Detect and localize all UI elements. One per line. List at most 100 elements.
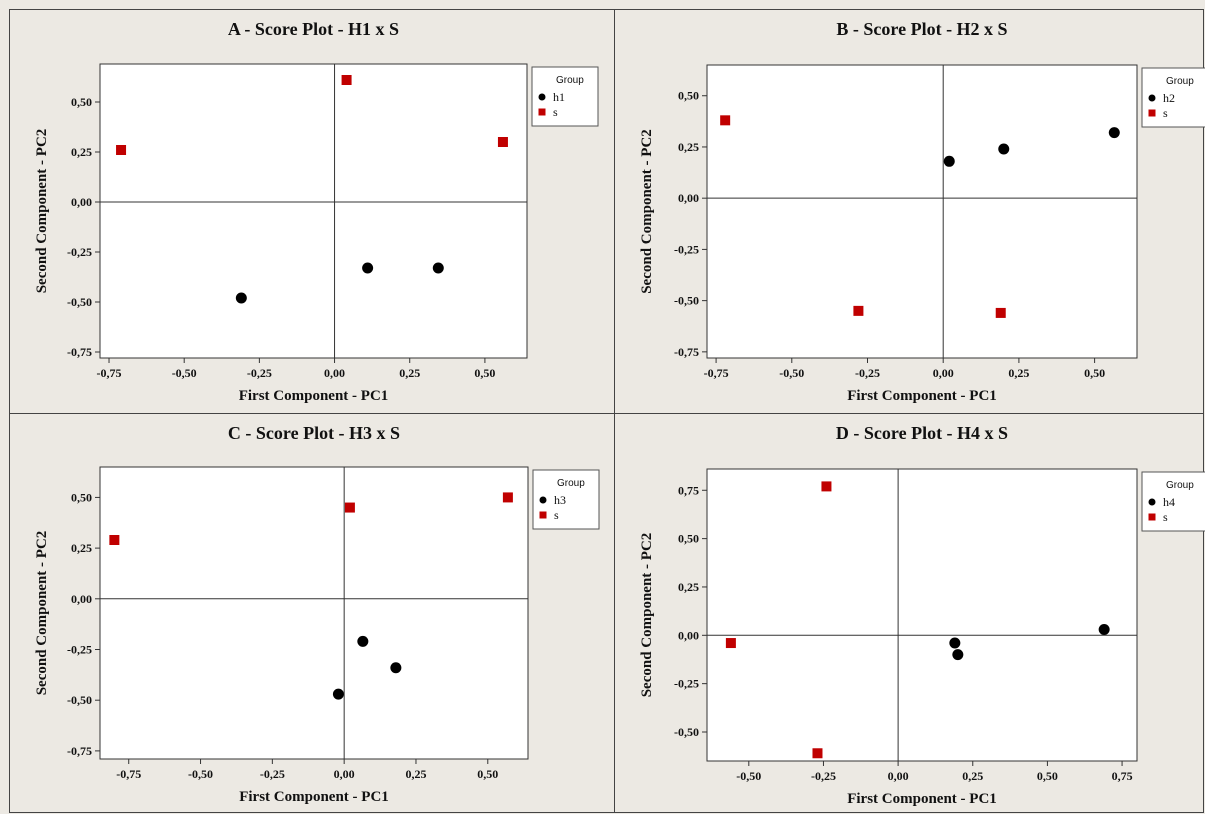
panel-d: D - Score Plot - H4 x S -0,50 -0,25 0,00 0,2… [614,413,1205,813]
plot-area [99,466,529,760]
x-tick-label: -0,25 [811,769,836,783]
data-point-group-s [995,307,1006,318]
y-tick-label: 0,00 [678,191,699,205]
x-axis-label: First Component - PC1 [239,789,389,805]
y-tick-label: 0,25 [71,145,92,159]
x-tick-label: -0,50 [779,366,804,380]
x-tick-label: -0,25 [260,767,285,781]
x-tick-label: 0,00 [324,366,345,380]
x-axis-label: First Component - PC1 [847,388,997,404]
legend-label: s [1163,510,1168,524]
x-tick-label: -0,25 [855,366,880,380]
data-point-group-s [720,115,731,126]
x-tick-label: 0,00 [888,769,909,783]
y-tick-label: 0,50 [71,490,92,504]
x-axis-label: First Component - PC1 [847,791,997,807]
data-point-group-one [943,155,955,167]
x-tick-label: 0,50 [474,366,495,380]
data-point-group-one [235,292,247,304]
x-tick-label: 0,25 [405,767,426,781]
legend-marker-circle [1148,94,1156,102]
legend-label: h1 [553,90,565,104]
chart-title: B - Score Plot - H2 x S [836,19,1007,39]
chart-svg: A - Score Plot - H1 x S -0,75 -0,50 -0,25 0,… [34,19,599,404]
legend-title: Group [556,75,584,86]
legend-label: h3 [554,493,566,507]
y-tick-label: -0,50 [67,693,92,707]
data-point-group-one [332,688,344,700]
y-tick-label: 0,75 [678,483,699,497]
x-tick-label: 0,25 [399,366,420,380]
y-tick-label: 0,25 [71,541,92,555]
x-tick-label: 0,25 [962,769,983,783]
x-tick-label: 0,00 [933,366,954,380]
x-tick-label: 0,00 [334,767,355,781]
y-tick-label: 0,00 [71,592,92,606]
panel-b: B - Score Plot - H2 x S -0,75 -0,50 -0,25 0,… [614,9,1205,414]
legend-title: Group [1166,480,1194,491]
legend-marker-circle [1148,498,1156,506]
data-point-group-s [344,502,355,513]
chart-svg: D - Score Plot - H4 x S -0,50 -0,25 0,00 0,2… [639,423,1205,807]
panel-a: A - Score Plot - H1 x S -0,75 -0,50 -0,25 0,… [9,9,615,414]
legend-label: h2 [1163,91,1175,105]
chart-title: C - Score Plot - H3 x S [228,423,400,443]
y-tick-label: -0,50 [674,725,699,739]
data-point-group-s [853,305,864,316]
x-tick-label: 0,25 [1008,366,1029,380]
y-tick-label: 0,00 [678,628,699,642]
legend-label: h4 [1163,495,1175,509]
plot-area [706,64,1138,359]
panel-c: C - Score Plot - H3 x S -0,75 -0,50 -0,25 0,… [9,413,615,813]
data-point-group-s [725,638,736,649]
x-tick-label: -0,75 [704,366,729,380]
x-axis-label: First Component - PC1 [239,388,389,404]
legend-marker-square [538,108,546,116]
legend-marker-square [1148,513,1156,521]
plot-area [99,63,528,359]
y-axis-label: Second Component - PC2 [34,129,50,294]
chart-title: D - Score Plot - H4 x S [836,423,1008,443]
data-point-group-one [952,649,964,661]
x-tick-label: 0,50 [1037,769,1058,783]
y-tick-label: -0,25 [674,242,699,256]
x-tick-label: -0,25 [247,366,272,380]
y-tick-label: 0,25 [678,580,699,594]
y-tick-label: -0,75 [674,345,699,359]
legend-marker-square [1148,109,1156,117]
legend-marker-circle [538,93,546,101]
y-tick-label: -0,50 [674,294,699,308]
y-tick-label: 0,25 [678,140,699,154]
data-point-group-s [821,481,832,492]
chart-svg: B - Score Plot - H2 x S -0,75 -0,50 -0,25 0,… [639,19,1205,404]
legend-marker-square [539,511,547,519]
y-tick-label: -0,25 [67,643,92,657]
data-point-group-s [502,492,513,503]
data-point-group-s [116,145,127,155]
y-tick-label: 0,50 [71,95,92,109]
data-point-group-s [497,137,508,147]
chart-svg: C - Score Plot - H3 x S -0,75 -0,50 -0,25 0,… [34,423,600,805]
x-tick-label: -0,75 [116,767,141,781]
legend-label: s [554,508,559,522]
data-point-group-one [357,635,369,647]
data-point-group-one [362,262,374,274]
chart-title: A - Score Plot - H1 x S [228,19,399,39]
y-axis-label: Second Component - PC2 [639,129,655,294]
legend-title: Group [557,478,585,489]
data-point-group-s [109,535,120,545]
x-tick-label: -0,50 [172,366,197,380]
data-point-group-s [341,75,352,85]
y-axis-label: Second Component - PC2 [639,533,655,698]
y-axis-label: Second Component - PC2 [34,531,50,696]
x-tick-label: 0,50 [1084,366,1105,380]
data-point-group-one [1098,624,1110,636]
data-point-group-one [390,662,402,674]
x-tick-label: -0,50 [188,767,213,781]
y-tick-label: -0,75 [67,345,92,359]
y-tick-label: 0,50 [678,532,699,546]
plot-area [706,468,1138,762]
x-tick-label: 0,50 [477,767,498,781]
y-tick-label: 0,50 [678,89,699,103]
